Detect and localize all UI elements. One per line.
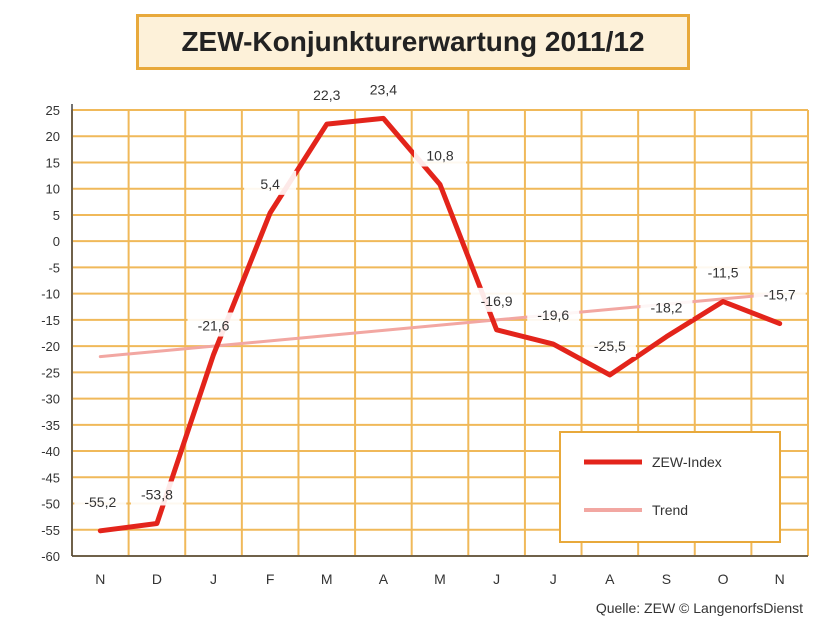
y-tick-label: -10 <box>41 287 60 302</box>
data-labels: -55,2 -53,8 -21,6 5,4 22,3 23,4 10,8 -16,9 -19,6… <box>74 76 806 513</box>
data-label: 22,3 <box>300 82 353 107</box>
x-tick-label: M <box>434 571 446 587</box>
y-tick-label: 20 <box>46 129 60 144</box>
data-label-text: -25,5 <box>594 338 626 354</box>
x-tick-label: J <box>550 571 557 587</box>
x-tick-label: D <box>152 571 162 587</box>
data-label-bg <box>130 481 183 506</box>
data-label-text: -19,6 <box>537 307 569 323</box>
x-tick-label: S <box>662 571 671 587</box>
y-tick-label: 15 <box>46 155 60 170</box>
y-axis: 25 20 15 10 5 0 -5 -10 -15 -20 -25 -30 -35 -40 -45 -50 -… <box>41 103 73 564</box>
x-tick-label: J <box>493 571 500 587</box>
legend-box <box>559 431 781 543</box>
data-label-text: 23,4 <box>370 81 397 97</box>
data-label-bg <box>640 294 693 319</box>
x-tick-label: A <box>379 571 389 587</box>
data-label-text: -55,2 <box>84 494 116 510</box>
data-label: -21,6 <box>187 312 240 337</box>
data-label-bg <box>527 302 580 327</box>
data-label: -25,5 <box>583 332 636 357</box>
data-label-bg <box>74 488 127 513</box>
y-tick-label: -25 <box>41 365 60 380</box>
data-label-bg <box>583 332 636 357</box>
y-tick-label: -30 <box>41 392 60 407</box>
data-label-bg <box>187 312 240 337</box>
data-label-text: -21,6 <box>198 318 230 334</box>
data-label-text: -18,2 <box>651 300 683 316</box>
y-tick-label: -5 <box>48 260 60 275</box>
legend-label: Trend <box>652 502 688 518</box>
x-tick-label: N <box>95 571 105 587</box>
y-tick-label: 10 <box>46 182 60 197</box>
y-tick-label: -20 <box>41 339 60 354</box>
data-label-text: 5,4 <box>260 176 280 192</box>
y-tick-label: -50 <box>41 497 60 512</box>
chart-title: ZEW-Konjunkturerwartung 2011/12 <box>136 14 690 70</box>
y-tick-label: -45 <box>41 470 60 485</box>
y-tick-label: -35 <box>41 418 60 433</box>
y-tick-label: -55 <box>41 523 60 538</box>
y-tick-label: -15 <box>41 313 60 328</box>
data-label: -53,8 <box>130 481 183 506</box>
x-tick-label: N <box>775 571 785 587</box>
x-tick-label: O <box>718 571 729 587</box>
data-label-bg <box>300 82 353 107</box>
data-label-bg <box>244 170 297 195</box>
data-label-text: -16,9 <box>481 293 513 309</box>
data-label: -15,7 <box>753 281 806 306</box>
data-label-text: -11,5 <box>708 265 739 281</box>
source-note: Quelle: ZEW © LangenorfsDienst <box>595 600 803 616</box>
x-tick-label: J <box>210 571 217 587</box>
series-line-zew-index <box>97 115 783 534</box>
data-label: 5,4 <box>244 170 297 195</box>
legend-label: ZEW-Index <box>652 454 722 470</box>
data-label-bg <box>357 76 410 101</box>
y-tick-label: -60 <box>41 549 60 564</box>
data-label: -55,2 <box>74 488 127 513</box>
data-label-text: -15,7 <box>764 287 796 303</box>
data-label: -16,9 <box>470 287 523 312</box>
data-label-text: -53,8 <box>141 486 173 502</box>
data-label: 10,8 <box>414 142 466 167</box>
data-label: -18,2 <box>640 294 693 319</box>
data-label: -11,5 <box>697 259 750 284</box>
data-label-bg <box>753 281 806 306</box>
data-label-text: 22,3 <box>313 87 340 103</box>
data-label: 23,4 <box>357 76 410 101</box>
x-tick-label: F <box>266 571 275 587</box>
y-tick-label: -40 <box>41 444 60 459</box>
data-label: -19,6 <box>527 302 580 327</box>
data-label-bg <box>697 259 750 284</box>
legend: ZEW-Index Trend <box>559 431 781 543</box>
x-tick-label: M <box>321 571 333 587</box>
data-label-text: 10,8 <box>426 148 453 164</box>
x-tick-label: A <box>605 571 615 587</box>
data-label-bg <box>414 142 466 167</box>
y-tick-label: 0 <box>53 234 60 249</box>
data-label-bg <box>470 287 523 312</box>
y-tick-label: 5 <box>53 208 60 223</box>
y-tick-label: 25 <box>46 103 60 118</box>
